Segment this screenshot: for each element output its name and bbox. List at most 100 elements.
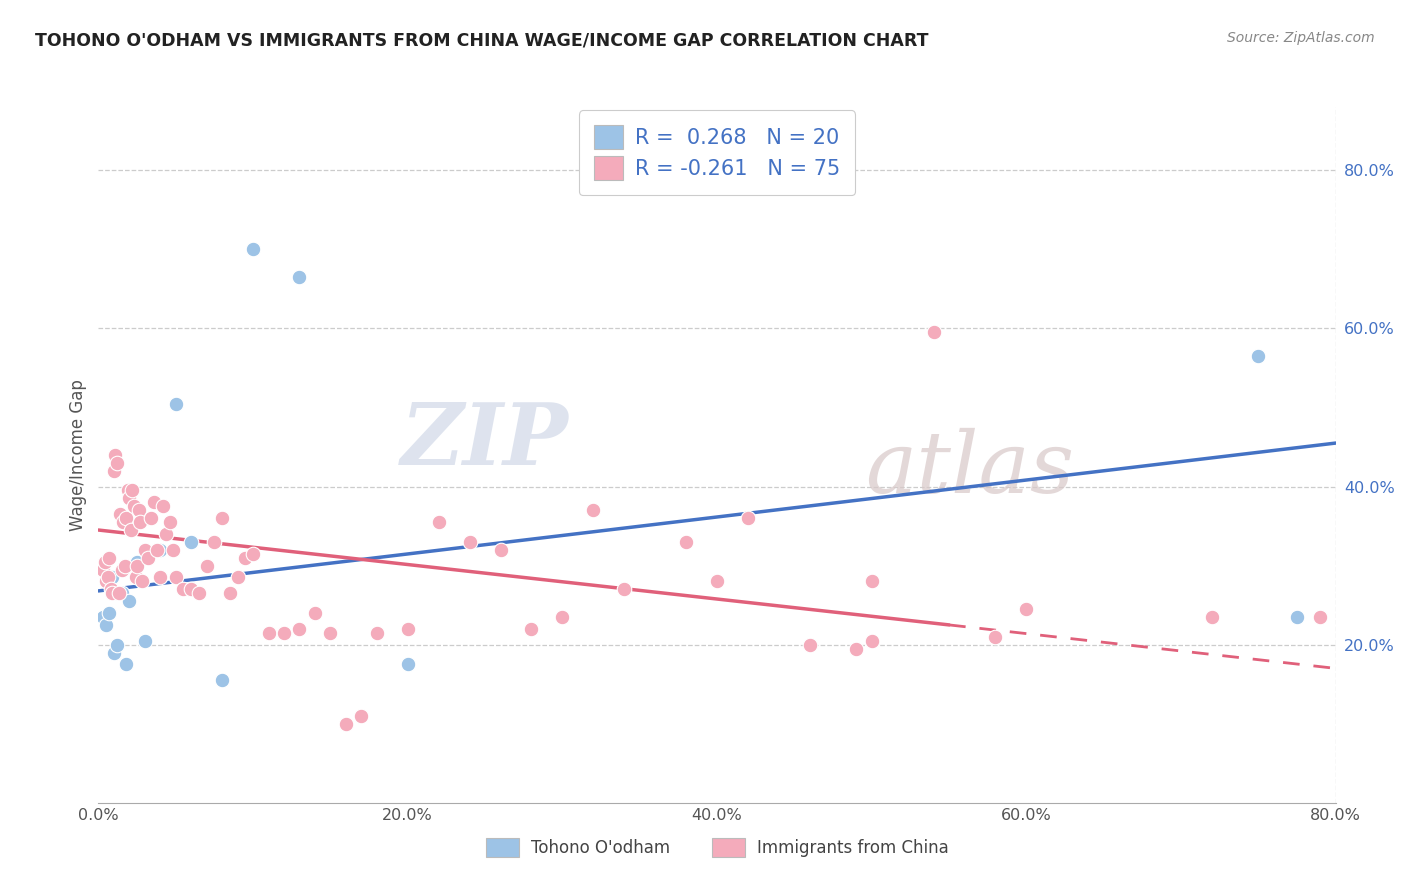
Point xyxy=(111,563,134,577)
Point xyxy=(97,570,120,584)
Point xyxy=(152,500,174,514)
Point xyxy=(799,638,821,652)
Point xyxy=(613,582,636,597)
Point xyxy=(149,570,172,584)
Legend: Tohono O'odham, Immigrants from China: Tohono O'odham, Immigrants from China xyxy=(479,831,955,864)
Point xyxy=(180,534,202,549)
Point xyxy=(219,586,242,600)
Point xyxy=(122,500,145,514)
Point xyxy=(165,396,187,410)
Y-axis label: Wage/Income Gap: Wage/Income Gap xyxy=(69,379,87,531)
Point xyxy=(111,586,134,600)
Point xyxy=(121,483,143,498)
Point xyxy=(922,326,945,340)
Point xyxy=(706,574,728,589)
Point xyxy=(304,606,326,620)
Point xyxy=(93,555,115,569)
Point xyxy=(103,646,125,660)
Point xyxy=(98,606,121,620)
Point xyxy=(1201,610,1223,624)
Point xyxy=(114,558,136,573)
Point xyxy=(582,503,605,517)
Point xyxy=(1286,610,1309,624)
Point xyxy=(107,586,129,600)
Point xyxy=(149,542,172,557)
Point xyxy=(100,582,122,597)
Point xyxy=(146,542,169,557)
Point xyxy=(350,708,373,723)
Point xyxy=(155,527,177,541)
Point xyxy=(551,610,574,624)
Point xyxy=(162,542,184,557)
Text: atlas: atlas xyxy=(866,427,1074,510)
Point xyxy=(96,574,118,589)
Point xyxy=(257,625,280,640)
Point xyxy=(427,515,450,529)
Point xyxy=(117,483,139,498)
Point xyxy=(211,673,233,688)
Point xyxy=(273,625,295,640)
Point xyxy=(226,570,249,584)
Point xyxy=(105,638,128,652)
Point xyxy=(984,630,1007,644)
Point xyxy=(96,618,118,632)
Point xyxy=(101,586,124,600)
Point xyxy=(520,622,543,636)
Point xyxy=(1015,602,1038,616)
Point xyxy=(134,633,156,648)
Text: Source: ZipAtlas.com: Source: ZipAtlas.com xyxy=(1227,31,1375,45)
Point xyxy=(242,547,264,561)
Point xyxy=(458,534,481,549)
Point xyxy=(1309,610,1331,624)
Point xyxy=(127,558,149,573)
Point xyxy=(204,534,226,549)
Point xyxy=(335,716,357,731)
Point xyxy=(129,515,152,529)
Point xyxy=(101,570,124,584)
Point xyxy=(159,515,181,529)
Point xyxy=(105,456,128,470)
Point xyxy=(860,633,883,648)
Point xyxy=(165,570,187,584)
Point xyxy=(91,563,114,577)
Point xyxy=(103,464,125,478)
Point xyxy=(319,625,342,640)
Point xyxy=(120,523,142,537)
Point xyxy=(128,503,150,517)
Point xyxy=(396,657,419,672)
Point xyxy=(136,550,159,565)
Point xyxy=(1247,349,1270,363)
Point xyxy=(288,622,311,636)
Point xyxy=(115,511,138,525)
Point xyxy=(104,448,127,462)
Point xyxy=(108,507,131,521)
Point xyxy=(143,495,166,509)
Point xyxy=(134,542,156,557)
Point xyxy=(112,515,135,529)
Point xyxy=(139,511,162,525)
Point xyxy=(737,511,759,525)
Point xyxy=(211,511,233,525)
Point xyxy=(180,582,202,597)
Point xyxy=(288,270,311,285)
Point xyxy=(91,610,114,624)
Text: TOHONO O'ODHAM VS IMMIGRANTS FROM CHINA WAGE/INCOME GAP CORRELATION CHART: TOHONO O'ODHAM VS IMMIGRANTS FROM CHINA … xyxy=(35,31,928,49)
Text: ZIP: ZIP xyxy=(401,400,568,483)
Point xyxy=(115,657,138,672)
Point xyxy=(675,534,697,549)
Point xyxy=(124,570,146,584)
Point xyxy=(118,594,141,608)
Point xyxy=(173,582,195,597)
Point xyxy=(396,622,419,636)
Point xyxy=(98,550,121,565)
Point xyxy=(131,574,153,589)
Point xyxy=(188,586,211,600)
Point xyxy=(489,542,512,557)
Point xyxy=(845,641,868,656)
Point xyxy=(235,550,257,565)
Point xyxy=(195,558,218,573)
Point xyxy=(242,243,264,257)
Point xyxy=(366,625,388,640)
Point xyxy=(118,491,141,506)
Point xyxy=(127,555,149,569)
